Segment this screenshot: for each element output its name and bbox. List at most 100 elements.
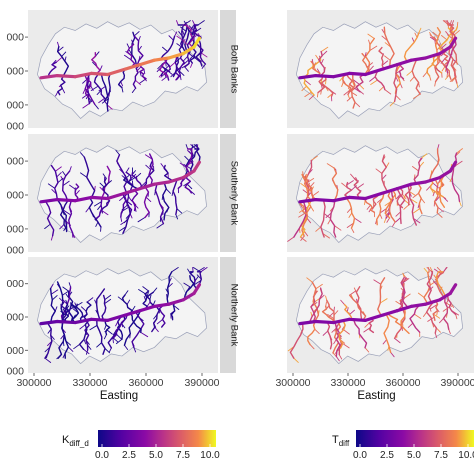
river-twig xyxy=(390,351,395,358)
river-twig xyxy=(343,329,350,335)
river-tributary xyxy=(60,199,69,230)
river-trunk-segment xyxy=(409,180,428,186)
river-tributary xyxy=(318,50,326,77)
river-trunk-segment xyxy=(123,62,142,71)
river-tributary xyxy=(353,177,362,199)
river-tributary xyxy=(432,300,439,322)
river-twig xyxy=(123,54,132,61)
river-twig xyxy=(333,338,337,345)
x-axis-title: Easting xyxy=(100,390,138,402)
river-twig xyxy=(310,206,315,212)
river-twig xyxy=(419,161,424,168)
river-twig xyxy=(182,21,187,28)
river-tributary xyxy=(303,56,322,78)
river-trunk-segment xyxy=(395,58,413,67)
river-tributary xyxy=(84,319,90,351)
river-trunk-segment xyxy=(331,195,352,203)
river-twig xyxy=(300,236,307,242)
river-tributary xyxy=(154,183,165,225)
river-twig xyxy=(103,298,112,305)
river-tributary xyxy=(428,148,440,182)
river-tributary xyxy=(338,319,346,349)
river-twig xyxy=(413,208,421,214)
river-tributary xyxy=(435,271,447,298)
y-tick-label: 000 xyxy=(6,312,24,324)
river-twig xyxy=(335,356,340,362)
river-twig xyxy=(94,103,99,110)
river-tributary xyxy=(67,290,74,324)
river-tributary xyxy=(132,63,141,89)
river-twig xyxy=(315,283,323,290)
river-twig xyxy=(62,180,70,187)
river-twig xyxy=(441,66,446,72)
river-tributary xyxy=(50,164,59,201)
river-tributary xyxy=(61,170,71,201)
river-trunk-segment xyxy=(448,160,458,173)
river-twig xyxy=(179,162,187,168)
river-twig xyxy=(106,329,113,335)
river-twig xyxy=(44,357,52,363)
river-twig xyxy=(96,342,102,348)
river-twig xyxy=(357,89,364,95)
river-twig xyxy=(98,97,106,104)
river-twig xyxy=(81,306,87,312)
river-tributary xyxy=(48,61,57,78)
river-twig xyxy=(193,280,201,286)
river-twig xyxy=(83,338,87,345)
river-trunk-segment xyxy=(347,71,367,77)
river-twig xyxy=(325,301,327,307)
river-twig xyxy=(379,208,387,214)
river-twig xyxy=(429,32,433,38)
river-trunk-segment xyxy=(152,56,171,62)
river-twig xyxy=(141,181,147,187)
river-trunk-segment xyxy=(123,309,142,317)
river-twig xyxy=(165,60,170,67)
river-twig xyxy=(426,267,433,273)
river-tributary xyxy=(75,303,84,323)
river-trunk-segment xyxy=(448,283,458,295)
river-tributary xyxy=(159,35,176,60)
river-trunk-segment xyxy=(423,298,442,306)
river-twig xyxy=(350,173,355,180)
river-twig xyxy=(343,90,350,96)
river-twig xyxy=(314,328,320,334)
river-trunk-segment xyxy=(192,160,201,173)
river-trunk-segment xyxy=(167,51,185,60)
river-tributary xyxy=(60,301,67,323)
river-twig xyxy=(437,206,444,213)
river-tributary xyxy=(163,164,174,182)
river-tributary xyxy=(352,318,368,349)
y-tick-label: 000 xyxy=(6,156,24,168)
river-twig xyxy=(137,216,146,223)
river-twig xyxy=(61,87,66,94)
river-tributary xyxy=(189,271,198,290)
river-twig xyxy=(434,332,438,338)
river-twig xyxy=(115,149,120,156)
river-twig xyxy=(378,85,385,92)
river-trunk-segment xyxy=(39,73,59,80)
river-tributary xyxy=(117,68,126,89)
colorbar-tick-label: 2.5 xyxy=(380,450,394,461)
river-twig xyxy=(456,148,463,154)
river-twig xyxy=(423,311,428,317)
river-twig xyxy=(184,66,189,72)
river-twig xyxy=(436,267,442,273)
legend-title: Kdiff_d xyxy=(62,434,89,448)
river-twig xyxy=(399,82,403,89)
river-twig xyxy=(328,312,334,318)
river-tributary xyxy=(423,271,431,305)
river-twig xyxy=(351,185,357,191)
river-tributary xyxy=(321,305,334,324)
river-trunk-segment xyxy=(181,169,196,180)
river-twig xyxy=(395,211,402,217)
river-tributary xyxy=(400,307,410,335)
river-twig xyxy=(449,20,452,26)
river-tributary xyxy=(368,317,375,334)
river-twig xyxy=(309,344,315,350)
river-twig xyxy=(366,62,373,68)
river-tributary xyxy=(44,322,53,359)
river-twig xyxy=(418,27,422,34)
river-twig xyxy=(442,306,450,312)
river-trunk-segment xyxy=(138,304,156,313)
river-twig xyxy=(385,162,390,168)
